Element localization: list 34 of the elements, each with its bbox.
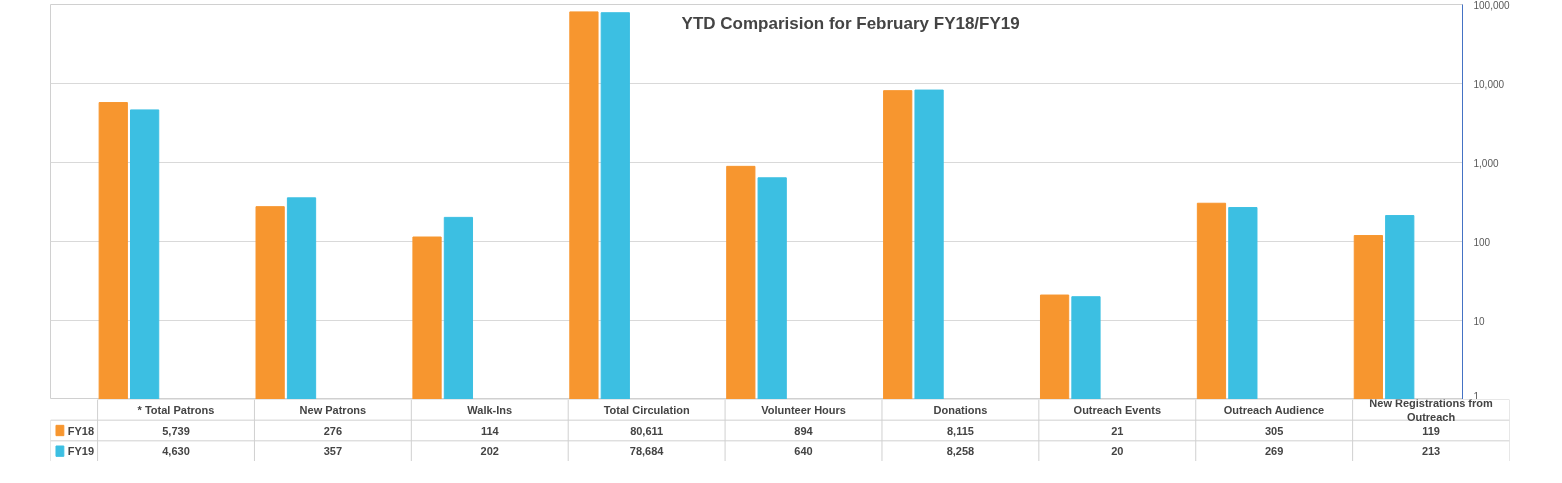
data-label: 8,258 [946,445,975,458]
data-label: 357 [323,445,343,458]
data-label: 276 [323,424,343,437]
y-tick-label: 10 [1473,315,1486,327]
y-tick-label: 1,000 [1473,157,1499,169]
x-tick-label: New Patrons [299,403,367,416]
y-tick-label: 10,000 [1473,78,1505,90]
y-tick-label: 100 [1473,236,1491,248]
x-tick-label: Total Circulation [603,403,690,416]
data-label: 305 [1265,424,1284,437]
x-tick-label: Donations [933,403,988,416]
data-label: 640 [794,445,813,458]
data-label: 20 [1111,445,1124,458]
x-tick-label: Volunteer Hours [761,403,846,416]
data-label: 114 [480,424,500,437]
text: YTD Comparision for February FY18/FY19 [681,13,1020,33]
data-label: 894 [794,424,814,437]
data-label: 8,115 [946,424,974,437]
data-label: 213 [1421,445,1441,458]
data-label: 4,630 [162,445,190,458]
x-tick-label: Outreach Events [1073,403,1162,416]
data-label: 119 [1422,424,1440,437]
data-label: 202 [480,445,499,458]
data-label: 80,611 [630,424,664,437]
x-tick-label: * Total Patrons [137,403,215,416]
data-label: 269 [1265,445,1284,458]
data-label: 5,739 [162,424,190,437]
legend-label: FY19 [67,445,95,458]
data-label: 21 [1111,424,1124,437]
y-tick-label: 100,000 [1473,0,1511,11]
legend-label: FY18 [67,424,95,437]
x-tick-label: Outreach Audience [1223,403,1325,416]
data-label: 78,684 [629,445,665,458]
x-tick-label: Walk-Ins [467,403,513,416]
